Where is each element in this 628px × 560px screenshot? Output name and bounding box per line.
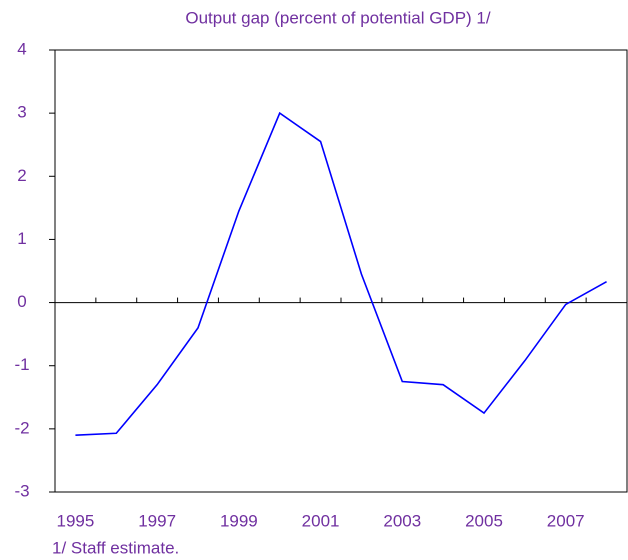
x-tick-label: 1999 [220, 511, 258, 530]
x-tick-label: 2005 [465, 511, 503, 530]
y-tick-label: 2 [17, 166, 26, 185]
y-tick-label: 3 [17, 103, 26, 122]
y-tick-label: -3 [14, 481, 29, 500]
x-tick-label: 2003 [383, 511, 421, 530]
plot-frame [54, 49, 628, 493]
footnote: 1/ Staff estimate. [52, 538, 179, 557]
y-tick-label: -1 [14, 355, 29, 374]
y-tick-label: 1 [17, 229, 26, 248]
x-tick-label: 2007 [547, 511, 585, 530]
x-tick-label: 1995 [57, 511, 95, 530]
y-tick-label: 4 [17, 39, 26, 58]
y-tick-label: -2 [14, 418, 29, 437]
y-tick-label: 0 [17, 292, 26, 311]
x-tick-label: 2001 [302, 511, 340, 530]
x-tick-label: 1997 [138, 511, 176, 530]
chart-title: Output gap (percent of potential GDP) 1/ [185, 8, 491, 27]
data-line [75, 111, 607, 436]
